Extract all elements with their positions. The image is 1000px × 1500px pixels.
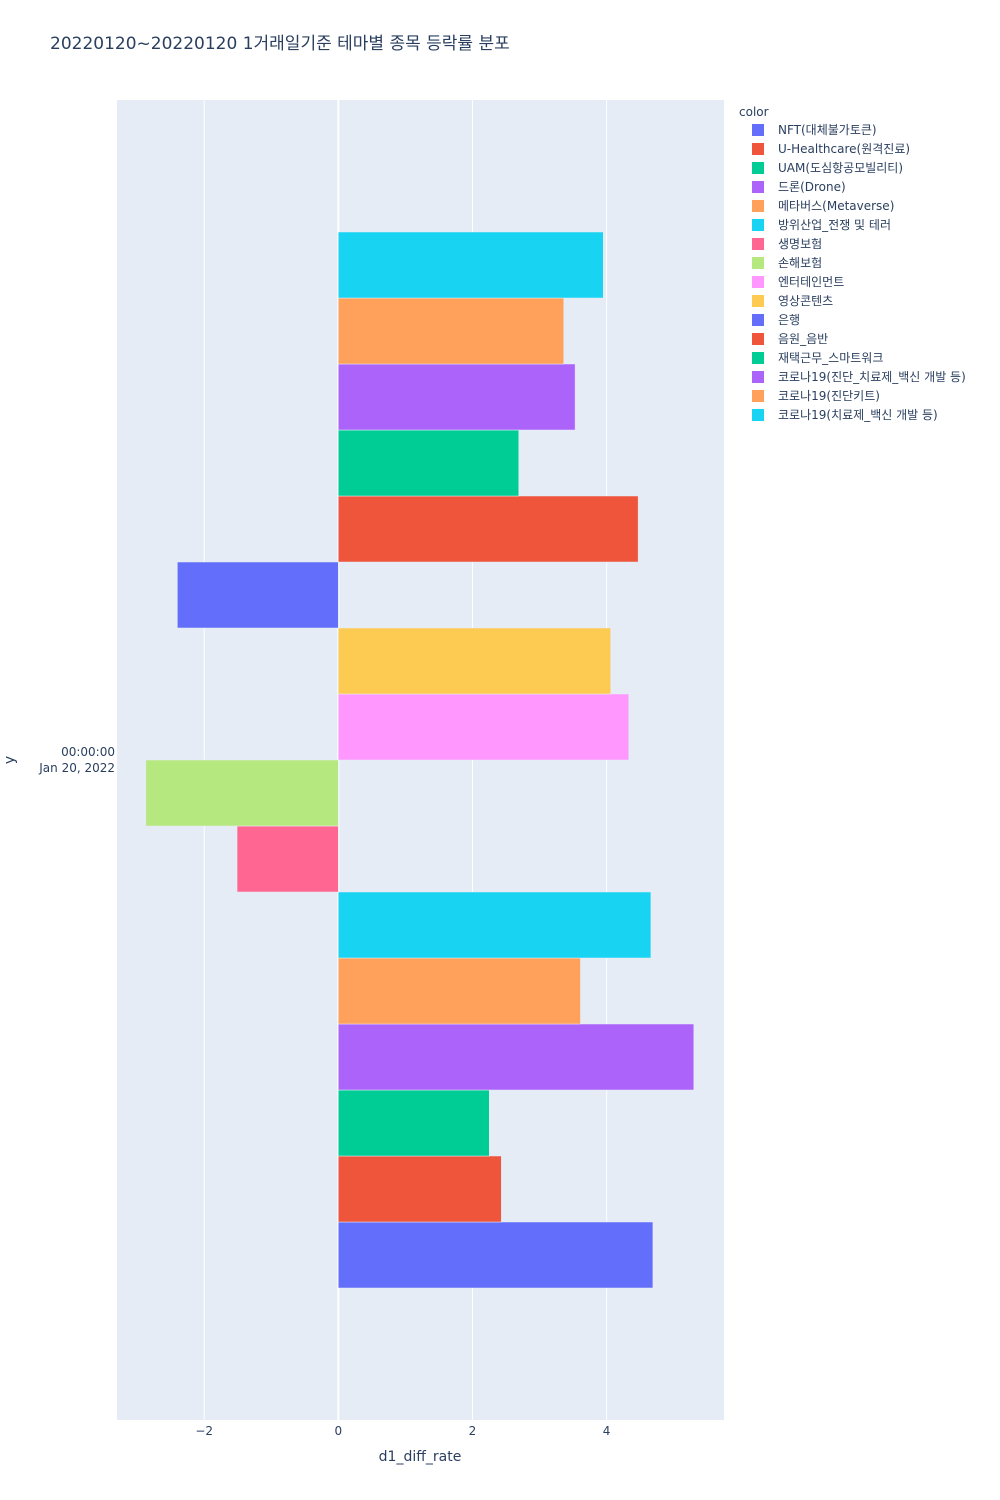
legend-item-label[interactable]: 영상콘텐츠 (778, 294, 833, 308)
legend-swatch[interactable] (752, 238, 764, 250)
bar-1[interactable] (338, 1155, 502, 1223)
bar-14[interactable] (338, 297, 564, 365)
legend-title: color (739, 105, 769, 119)
x-axis-title: d1_diff_rate (379, 1449, 462, 1465)
bar-12[interactable] (338, 429, 520, 497)
x-tick-labels: −2 0 2 4 (195, 1424, 610, 1438)
legend-swatch[interactable] (752, 124, 764, 136)
legend-swatch[interactable] (752, 352, 764, 364)
bar-3[interactable] (338, 1023, 695, 1091)
bar-6[interactable] (236, 825, 339, 893)
bars (145, 231, 695, 1289)
bar-5[interactable] (338, 891, 652, 959)
legend-item-label[interactable]: 엔터테인먼트 (778, 275, 844, 289)
legend-item-label[interactable]: 손해보험 (778, 256, 822, 270)
bar-10[interactable] (177, 561, 339, 629)
y-tick-label-date: Jan 20, 2022 (38, 761, 115, 775)
chart-title: 20220120~20220120 1거래일기준 테마별 종목 등락률 분포 (50, 34, 510, 54)
legend-item-label[interactable]: NFT(대체불가토큰) (778, 123, 877, 137)
bar-15[interactable] (338, 231, 604, 299)
x-tick-label: 4 (603, 1424, 611, 1438)
legend-item-label[interactable]: 코로나19(진단_치료제_백신 개발 등) (778, 370, 966, 384)
y-axis-title: y (2, 756, 18, 764)
x-tick-label: 2 (469, 1424, 477, 1438)
bar-8[interactable] (338, 693, 630, 761)
legend-swatch[interactable] (752, 181, 764, 193)
legend-item-label[interactable]: 메타버스(Metaverse) (778, 199, 894, 213)
legend-swatch[interactable] (752, 200, 764, 212)
legend-swatch[interactable] (752, 295, 764, 307)
legend-item-label[interactable]: 생명보험 (778, 237, 822, 251)
bar-13[interactable] (338, 363, 576, 431)
legend-item-label[interactable]: 드론(Drone) (778, 180, 846, 194)
legend-swatch[interactable] (752, 162, 764, 174)
legend-swatch[interactable] (752, 314, 764, 326)
x-tick-label: 0 (335, 1424, 343, 1438)
bar-2[interactable] (338, 1089, 490, 1157)
legend-swatch[interactable] (752, 333, 764, 345)
y-tick-label-time: 00:00:00 (61, 745, 115, 759)
legend-swatch[interactable] (752, 143, 764, 155)
legend-item-label[interactable]: 코로나19(진단키트) (778, 389, 880, 403)
bar-7[interactable] (145, 759, 339, 827)
legend[interactable]: color NFT(대체불가토큰) U-Healthcare(원격진료) UAM(도… (739, 105, 966, 422)
legend-swatch[interactable] (752, 276, 764, 288)
legend-swatch[interactable] (752, 219, 764, 231)
legend-swatch[interactable] (752, 257, 764, 269)
legend-item-label[interactable]: UAM(도심항공모빌리티) (778, 161, 903, 175)
legend-item-label[interactable]: U-Healthcare(원격진료) (778, 142, 910, 156)
legend-swatch[interactable] (752, 390, 764, 402)
bar-11[interactable] (338, 495, 639, 563)
bar-0[interactable] (338, 1221, 654, 1289)
legend-swatch[interactable] (752, 409, 764, 421)
legend-item-label[interactable]: 코로나19(치료제_백신 개발 등) (778, 408, 938, 422)
bar-4[interactable] (338, 957, 581, 1025)
legend-swatch[interactable] (752, 371, 764, 383)
legend-item-label[interactable]: 방위산업_전쟁 및 테러 (778, 218, 891, 232)
legend-item-label[interactable]: 재택근무_스마트워크 (778, 351, 883, 365)
legend-item-label[interactable]: 은행 (778, 312, 800, 327)
x-tick-label: −2 (195, 1424, 213, 1438)
bar-9[interactable] (338, 627, 611, 695)
legend-item-label[interactable]: 음원_음반 (778, 332, 828, 346)
